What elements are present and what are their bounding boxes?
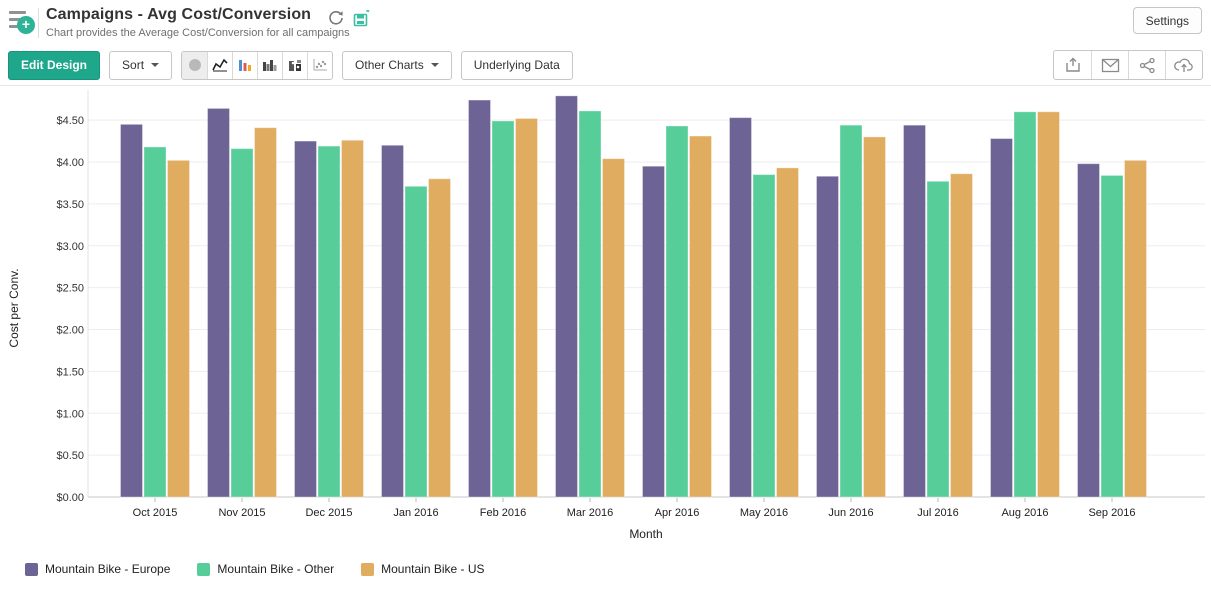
gauge-chart-icon[interactable]	[182, 51, 208, 79]
legend-swatch	[361, 562, 375, 576]
bar-chart-dark-icon[interactable]	[257, 51, 283, 79]
settings-button[interactable]: Settings	[1132, 7, 1202, 34]
svg-text:Apr 2016: Apr 2016	[655, 507, 700, 519]
legend-label: Mountain Bike - Europe	[45, 562, 171, 576]
card-actions-group	[1053, 50, 1203, 80]
edit-design-button[interactable]: Edit Design	[8, 50, 101, 80]
card-menu-icon[interactable]: +	[9, 9, 37, 37]
chart-type-group	[181, 50, 334, 80]
refresh-icon[interactable]	[328, 10, 344, 31]
page-title: Campaigns - Avg Cost/Conversion	[46, 6, 312, 23]
svg-text:Jun 2016: Jun 2016	[828, 507, 873, 519]
scatter-chart-icon[interactable]	[307, 51, 333, 79]
legend-swatch	[25, 562, 38, 576]
toolbar: Edit Design Sort	[8, 50, 1203, 80]
header-divider	[38, 8, 39, 38]
menu-line	[9, 18, 22, 21]
svg-text:Jan 2016: Jan 2016	[393, 507, 438, 519]
underlying-data-button[interactable]: Underlying Data	[460, 50, 573, 80]
chart-svg: $0.00 $0.50 $1.00 $1.50 $2.00 $2.50 $3.00 $3.50…	[7, 90, 1205, 541]
sort-dropdown[interactable]: Sort	[109, 50, 173, 80]
svg-text:*: *	[366, 10, 370, 18]
settings-label: Settings	[1145, 13, 1189, 28]
line-chart-icon[interactable]	[207, 51, 233, 79]
svg-text:Feb 2016: Feb 2016	[480, 507, 526, 519]
svg-text:$0.50: $0.50	[56, 450, 84, 462]
add-icon[interactable]: +	[17, 16, 35, 34]
cloud-upload-icon[interactable]	[1165, 51, 1202, 79]
legend-label: Mountain Bike - Other	[217, 562, 335, 576]
svg-text:$0.00: $0.00	[56, 492, 84, 504]
svg-text:Sep 2016: Sep 2016	[1088, 507, 1135, 519]
share-icon[interactable]	[1128, 51, 1165, 79]
email-icon[interactable]	[1091, 51, 1128, 79]
save-icon[interactable]: *	[353, 8, 371, 33]
svg-text:Month: Month	[629, 527, 662, 541]
legend-item[interactable]: Mountain Bike - Other	[197, 562, 334, 576]
svg-text:May 2016: May 2016	[740, 507, 788, 519]
legend-item[interactable]: Mountain Bike - Europe	[25, 562, 170, 576]
svg-text:$4.00: $4.00	[56, 157, 84, 169]
bar-chart-colored-icon[interactable]	[232, 51, 258, 79]
svg-text:$2.00: $2.00	[56, 325, 84, 337]
svg-text:Aug 2016: Aug 2016	[1001, 507, 1048, 519]
svg-text:$4.50: $4.50	[56, 115, 84, 127]
sort-label: Sort	[122, 58, 145, 72]
page-subtitle: Chart provides the Average Cost/Conversi…	[46, 27, 350, 39]
other-charts-label: Other Charts	[355, 58, 424, 72]
underlying-data-label: Underlying Data	[473, 58, 560, 72]
edit-design-label: Edit Design	[21, 58, 88, 72]
svg-text:$2.50: $2.50	[56, 283, 84, 295]
other-charts-dropdown[interactable]: Other Charts	[342, 50, 452, 80]
svg-text:$3.00: $3.00	[56, 241, 84, 253]
svg-text:$3.50: $3.50	[56, 199, 84, 211]
svg-text:Jul 2016: Jul 2016	[917, 507, 959, 519]
export-icon[interactable]	[1054, 51, 1091, 79]
chart-legend: Mountain Bike - Europe Mountain Bike - Ot…	[25, 562, 485, 576]
toolbar-divider	[0, 85, 1211, 86]
svg-text:Dec 2015: Dec 2015	[305, 507, 352, 519]
svg-text:$1.00: $1.00	[56, 408, 84, 420]
legend-label: Mountain Bike - US	[381, 562, 485, 576]
legend-item[interactable]: Mountain Bike - US	[361, 562, 485, 576]
svg-text:Nov 2015: Nov 2015	[218, 507, 265, 519]
chart-area[interactable]: $0.00 $0.50 $1.00 $1.50 $2.00 $2.50 $3.00 $3.50…	[0, 90, 1211, 560]
menu-line	[9, 11, 26, 14]
svg-text:Oct 2015: Oct 2015	[133, 507, 178, 519]
title-block: Campaigns - Avg Cost/Conversion Chart pr…	[46, 6, 350, 39]
svg-text:Mar 2016: Mar 2016	[567, 507, 613, 519]
svg-text:$1.50: $1.50	[56, 366, 84, 378]
legend-swatch	[197, 562, 211, 576]
caret-down-icon	[151, 63, 160, 67]
svg-text:Cost per Conv.: Cost per Conv.	[7, 268, 21, 347]
caret-down-icon	[430, 63, 439, 67]
stacked-chart-icon[interactable]	[282, 51, 308, 79]
